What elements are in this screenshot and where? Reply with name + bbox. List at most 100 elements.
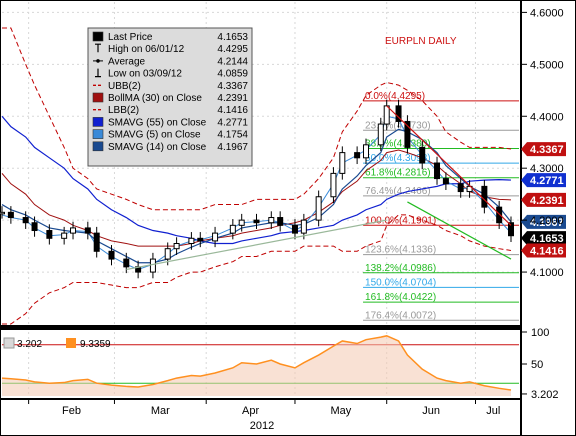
- candle-body-32: [395, 105, 402, 122]
- legend-row-3: Low on 03/09/12 4.0859: [95, 69, 248, 80]
- fib-label-7: 123.6%(4.1336): [365, 245, 436, 256]
- price-tick-label-2: 4.4000: [530, 111, 564, 123]
- candle-body-19: [238, 219, 245, 226]
- lower-legend-label-0: 3.202: [17, 339, 42, 350]
- month-label-1: Mar: [151, 405, 170, 417]
- legend-swatch-0: [92, 31, 104, 42]
- legend-value-1: 4.4295: [217, 44, 248, 55]
- candle-body-34: [419, 146, 426, 164]
- price-tag-5: 4.1416: [521, 243, 566, 258]
- month-label-3: May: [330, 405, 351, 417]
- price-tick-label-5: 4.1000: [530, 267, 564, 279]
- price-tag-shape-4: [521, 231, 566, 246]
- candle-body-24: [300, 219, 307, 234]
- indicator-layer: [1, 335, 519, 396]
- fib-label-9: 150.0%(4.0704): [365, 277, 436, 288]
- trendline-support-line: [126, 219, 387, 271]
- legend-value-6: 4.1416: [217, 105, 248, 116]
- candle-body-25: [315, 196, 322, 221]
- legend-row-9: SMAVG (14) on Close 4.1967: [92, 141, 248, 153]
- lower-legend-swatch-0: [3, 337, 15, 349]
- price-tick-label-4: 4.2000: [530, 215, 564, 227]
- fib-label-3: 50.0%(4.3098): [365, 153, 431, 164]
- legend-average-dot: [96, 59, 100, 63]
- trendlines: [126, 105, 512, 271]
- fib-label-11: 176.4%(4.0072): [365, 310, 436, 321]
- candle-body-41: [508, 222, 514, 237]
- month-label-5: Jul: [486, 405, 500, 417]
- legend-swatch-9: [92, 141, 104, 152]
- legend-label-6: LBB(2): [108, 105, 139, 116]
- candle-body-29: [362, 144, 369, 159]
- candle-body-1: [7, 211, 14, 219]
- candle-body-12: [149, 258, 156, 273]
- candle-body-27: [339, 152, 346, 174]
- legend-value-5: 4.2391: [217, 93, 248, 104]
- legend-row-1: High on 06/01/12 4.4295: [95, 43, 248, 55]
- legend-value-7: 4.2771: [217, 117, 248, 128]
- legend-label-5: BollMA (30) on Close: [108, 93, 202, 104]
- candle-body-10: [123, 258, 130, 268]
- candle-body-15: [188, 237, 195, 245]
- candle-body-35: [434, 162, 441, 180]
- lower-tick-label-1: 50: [531, 359, 543, 371]
- candle-body-23: [291, 224, 298, 234]
- candle-body-8: [93, 232, 100, 252]
- fib-label-0: 0.0%(4.4295): [365, 91, 425, 102]
- legend-label-1: High on 06/01/12: [108, 44, 185, 55]
- price-tag-4: 4.1653: [521, 231, 566, 246]
- month-label-0: Feb: [62, 405, 81, 417]
- axes: 4.6000 4.5000 4.4000 4.3000 4.2000 4.1000 Feb M…: [28, 7, 564, 432]
- legend-value-9: 4.1967: [217, 142, 248, 153]
- price-tag-3: 4.1967: [521, 214, 566, 229]
- lower-tick-label-2: 3.202: [531, 389, 559, 401]
- legend-value-8: 4.1754: [217, 130, 248, 141]
- price-tag-shape-3: [521, 214, 566, 229]
- series-lbb-2: [2, 214, 512, 325]
- candle-body-40: [496, 206, 503, 224]
- candle-body-13: [164, 248, 171, 260]
- candle-body-18: [229, 224, 236, 234]
- legend-row-8: SMAVG (5) on Close 4.1754: [92, 129, 248, 141]
- candle-body-22: [277, 217, 284, 226]
- year-label: 2012: [250, 420, 274, 432]
- legend-row-6: LBB(2) 4.1416: [93, 105, 248, 116]
- fib-label-2: 38.2%(4.3380): [365, 138, 431, 149]
- price-tag-shape-0: [521, 142, 566, 157]
- price-tag-2: 4.2391: [521, 192, 566, 207]
- price-tag-label-1: 4.2771: [530, 175, 564, 187]
- series-smavg-55-on-close: [1, 115, 512, 245]
- chart-title: EURPLN DAILY: [385, 36, 457, 47]
- month-label-2: Apr: [242, 405, 259, 417]
- candle-body-30: [377, 123, 384, 146]
- legend-label-3: Low on 03/09/12: [108, 69, 182, 80]
- price-tag-label-2: 4.2391: [530, 195, 564, 207]
- fibonacci-levels: 0.0%(4.4295) 23.6%(4.3730) 38.2%(4.3380) 50…: [363, 91, 519, 321]
- price-tick-label-0: 4.6000: [530, 7, 564, 19]
- price-tag-shape-5: [521, 243, 566, 258]
- legend-row-2: Average 4.2144: [93, 56, 248, 67]
- legend-high-icon: [95, 43, 101, 53]
- x-axis-panel: [1, 400, 520, 435]
- legend-label-9: SMAVG (14) on Close: [108, 142, 207, 153]
- legend-label-2: Average: [108, 56, 146, 67]
- fib-label-6: 100.0%(4.1901): [365, 215, 436, 226]
- candle-body-4: [46, 230, 53, 239]
- candle-body-39: [481, 185, 488, 208]
- candle-body-37: [457, 183, 464, 193]
- candle-body-0: [0, 211, 5, 215]
- candle-body-2: [22, 217, 29, 224]
- candle-body-16: [197, 237, 204, 242]
- lower-legend-swatch-1: [66, 338, 76, 348]
- series-ubb-2: [2, 27, 512, 211]
- legend-row-5: BollMA (30) on Close 4.2391: [92, 92, 248, 104]
- legend-value-2: 4.2144: [217, 56, 248, 67]
- month-label-4: Jun: [422, 405, 440, 417]
- legend-low-icon: [95, 68, 101, 78]
- candle-body-28: [354, 152, 361, 159]
- price-tag-label-5: 4.1416: [530, 245, 564, 257]
